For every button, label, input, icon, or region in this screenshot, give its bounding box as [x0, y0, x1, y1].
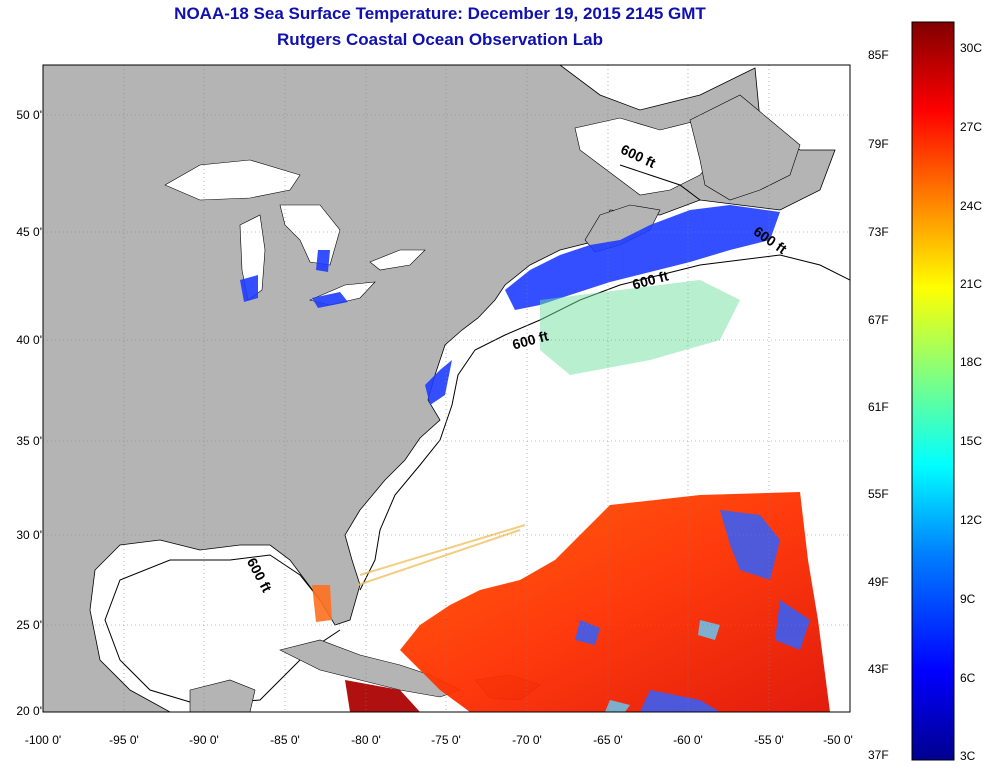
lat-label: 25 0' [16, 618, 42, 632]
colorbar-f-label: 79F [868, 137, 889, 151]
lat-label: 40 0' [16, 333, 42, 347]
colorbar-f-label: 49F [868, 575, 889, 589]
lon-label: -85 0' [270, 733, 300, 747]
lon-label: -55 0' [754, 733, 784, 747]
colorbar-f-label: 43F [868, 662, 889, 676]
colorbar-f-label: 37F [868, 748, 889, 762]
colorbar-c-label: 15C [960, 434, 983, 448]
lat-label: 50 0' [16, 108, 42, 122]
colorbar-c-label: 27C [960, 120, 983, 134]
colorbar-f-label: 61F [868, 400, 889, 414]
gulf-st-lawrence [574, 117, 721, 196]
colorbar-c-label: 24C [960, 199, 983, 213]
map-subtitle: Rutgers Coastal Ocean Observation Lab [277, 30, 603, 49]
lat-label: 35 0' [16, 434, 42, 448]
lon-label: -65 0' [593, 733, 623, 747]
lon-label: -75 0' [431, 733, 461, 747]
colorbar [911, 21, 955, 761]
shelf-contour-gulf [104, 554, 341, 706]
sst-speckle-region [540, 280, 740, 375]
lon-label: -50 0' [823, 733, 853, 747]
lon-label: -90 0' [189, 733, 219, 747]
colorbar-f-label: 55F [868, 487, 889, 501]
sst-cool-patches [575, 510, 810, 712]
colorbar-f-label: 67F [868, 313, 889, 327]
lon-label: -100 0' [24, 733, 62, 747]
swath-streak [357, 524, 526, 586]
colorbar-f-label: 85F [868, 48, 889, 62]
lat-label: 20 0' [16, 704, 42, 718]
colorbar-c-label: 12C [960, 513, 983, 527]
colorbar-c-label: 6C [960, 671, 976, 685]
graticule [43, 65, 850, 712]
colorbar-c-label: 18C [960, 355, 983, 369]
map-title: NOAA-18 Sea Surface Temperature: Decembe… [174, 4, 706, 23]
shelf-contour-gsl [619, 164, 701, 201]
lat-label: 45 0' [16, 225, 42, 239]
colorbar-c-label: 30C [960, 41, 983, 55]
lat-label: 30 0' [16, 528, 42, 542]
sst-gulfstream [312, 585, 332, 622]
newfoundland-land [689, 94, 801, 201]
lon-label: -95 0' [109, 733, 139, 747]
map-frame [42, 64, 851, 713]
colorbar-c-label: 3C [960, 749, 976, 763]
shelf-contour-east [359, 254, 850, 591]
sst-dark-red [345, 680, 420, 712]
colorbar-f-label: 73F [868, 225, 889, 239]
colorbar-c-label: 9C [960, 592, 976, 606]
sst-warm-region [400, 492, 830, 712]
yucatan-land [189, 679, 256, 712]
lon-label: -70 0' [512, 733, 542, 747]
colorbar-c-label: 21C [960, 277, 983, 291]
lon-label: -60 0' [673, 733, 703, 747]
sst-cold-shelf [240, 205, 780, 405]
lon-label: -80 0' [351, 733, 381, 747]
